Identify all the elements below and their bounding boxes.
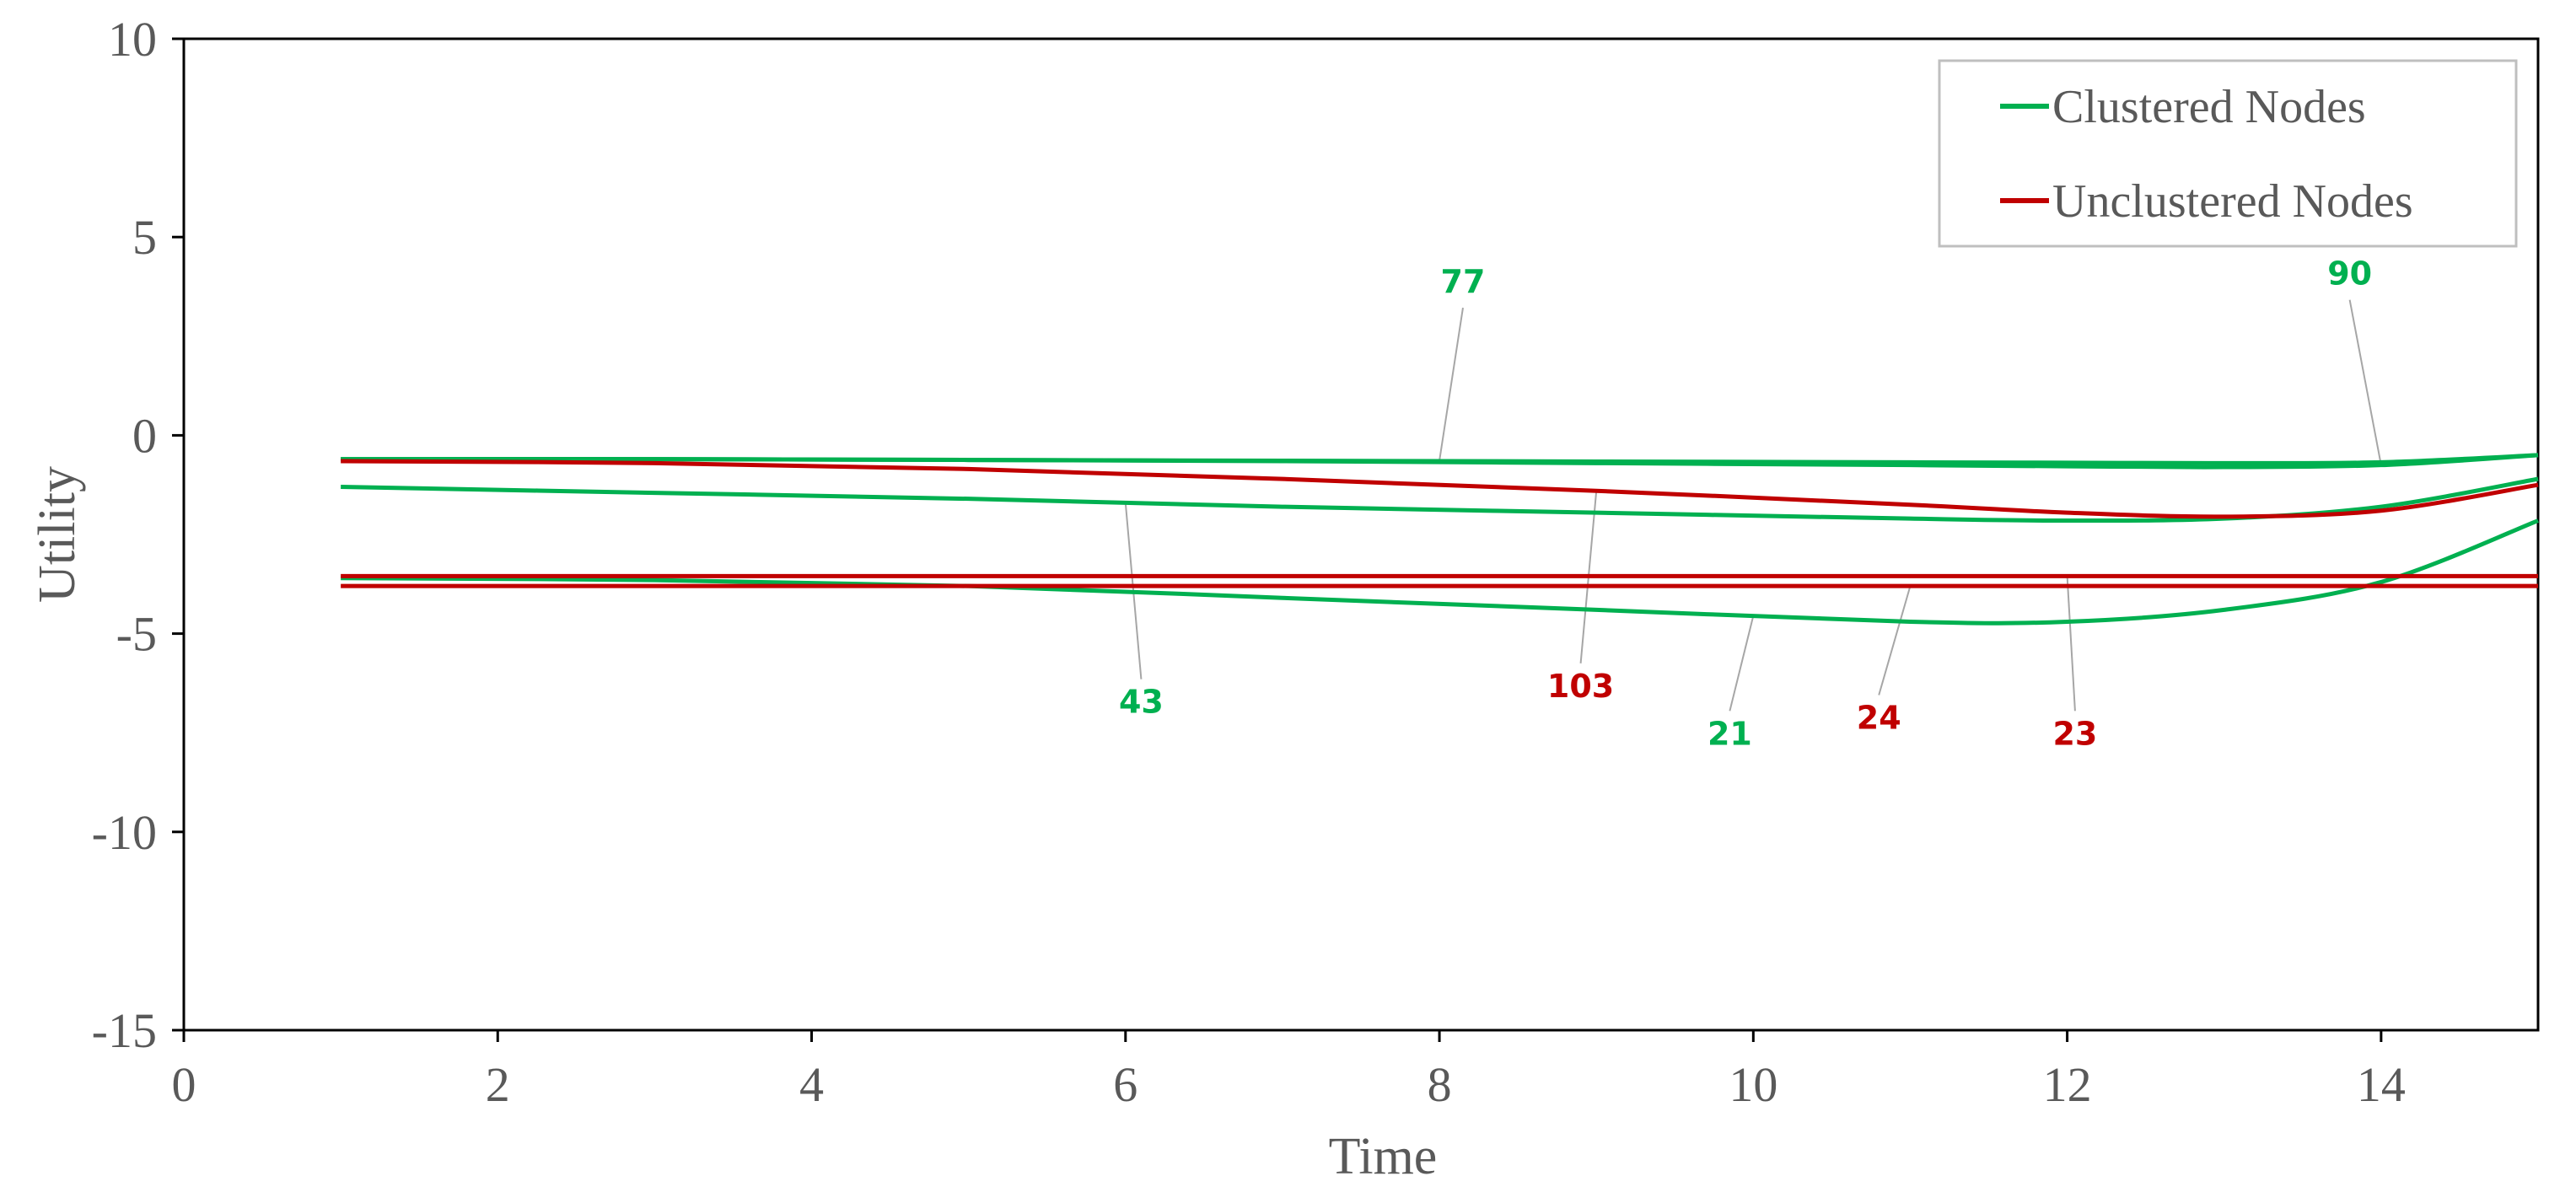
y-tick-label: 10	[108, 12, 157, 67]
leader-line-21	[1729, 615, 1755, 712]
legend-label-clustered: Clustered Nodes	[2052, 81, 2366, 133]
legend: Clustered Nodes Unclustered Nodes	[1938, 59, 2518, 248]
y-axis-title: Utility	[29, 466, 86, 603]
x-tick-label: 14	[2357, 1057, 2406, 1112]
leader-line-23	[2066, 576, 2076, 712]
series-line-21	[341, 518, 2539, 626]
x-tick-label: 12	[2043, 1057, 2092, 1112]
data-label-90: 90	[2327, 255, 2372, 293]
series-line-90	[341, 453, 2539, 470]
data-labels: 77 90 43 103 21 24 23	[1119, 255, 2372, 753]
data-label-77: 77	[1441, 263, 1486, 300]
data-label-24: 24	[1857, 699, 1901, 736]
series-line-103	[341, 459, 2539, 519]
x-tick-label: 10	[1729, 1057, 1777, 1112]
legend-label-unclustered: Unclustered Nodes	[2052, 175, 2413, 228]
x-axis-ticks: 0 2 4 6 8 10 12 14	[172, 1030, 2406, 1112]
y-tick-label: -10	[92, 805, 157, 860]
legend-box	[1938, 59, 2518, 248]
leader-line-77	[1439, 307, 1464, 461]
leader-line-24	[1878, 585, 1912, 695]
leader-line-90	[2348, 299, 2382, 465]
data-label-103: 103	[1547, 668, 1614, 705]
x-tick-label: 8	[1428, 1057, 1452, 1112]
data-label-21: 21	[1707, 715, 1752, 752]
x-tick-label: 2	[486, 1057, 510, 1112]
data-label-43: 43	[1119, 684, 1164, 721]
data-label-23: 23	[2052, 715, 2097, 752]
y-tick-label: 0	[132, 408, 157, 463]
y-tick-label: -15	[92, 1003, 157, 1058]
x-axis-title: Time	[1329, 1128, 1438, 1185]
y-tick-label: 5	[132, 210, 157, 265]
y-axis-ticks: 10 5 0 -5 -10 -15	[92, 12, 184, 1058]
x-tick-label: 0	[172, 1057, 196, 1112]
x-tick-label: 4	[799, 1057, 824, 1112]
x-tick-label: 6	[1113, 1057, 1137, 1112]
leader-lines	[1124, 299, 2382, 712]
y-tick-label: -5	[116, 607, 157, 662]
series-lines	[341, 453, 2539, 626]
